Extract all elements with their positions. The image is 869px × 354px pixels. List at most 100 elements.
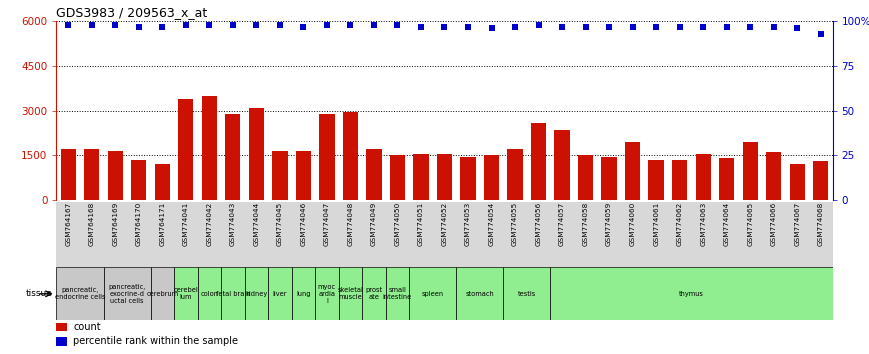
Point — [602, 24, 616, 29]
Text: small
intestine: small intestine — [383, 287, 412, 300]
Text: GSM764171: GSM764171 — [159, 202, 165, 246]
Bar — [367, 149, 381, 200]
Text: testis: testis — [518, 291, 536, 297]
Point — [390, 22, 404, 28]
Text: liver: liver — [273, 291, 287, 297]
Point — [626, 24, 640, 29]
Point — [343, 22, 357, 28]
Text: GSM774062: GSM774062 — [677, 202, 683, 246]
Bar — [202, 96, 217, 200]
Text: GSM774049: GSM774049 — [371, 202, 377, 246]
Bar — [61, 149, 76, 200]
Bar — [531, 122, 547, 200]
Point — [579, 24, 593, 29]
Bar — [108, 151, 123, 200]
Bar — [84, 149, 99, 200]
FancyBboxPatch shape — [456, 267, 503, 320]
Point — [367, 22, 381, 28]
Text: lung: lung — [296, 291, 310, 297]
Point — [696, 24, 710, 29]
FancyBboxPatch shape — [103, 267, 150, 320]
Bar — [719, 158, 734, 200]
Text: count: count — [73, 322, 101, 332]
Text: GSM774065: GSM774065 — [747, 202, 753, 246]
FancyBboxPatch shape — [197, 267, 221, 320]
Text: GSM774066: GSM774066 — [771, 202, 777, 246]
FancyBboxPatch shape — [550, 267, 833, 320]
FancyBboxPatch shape — [386, 267, 409, 320]
Bar — [742, 142, 758, 200]
Text: GDS3983 / 209563_x_at: GDS3983 / 209563_x_at — [56, 6, 208, 19]
Text: GSM774056: GSM774056 — [535, 202, 541, 246]
Text: GSM774042: GSM774042 — [206, 202, 212, 246]
Point — [555, 24, 569, 29]
Text: GSM774059: GSM774059 — [606, 202, 612, 246]
Point — [156, 24, 169, 29]
Bar — [507, 149, 522, 200]
FancyBboxPatch shape — [221, 267, 244, 320]
Bar — [601, 157, 617, 200]
Text: GSM774054: GSM774054 — [488, 202, 494, 246]
Text: GSM774044: GSM774044 — [254, 202, 259, 246]
Bar — [225, 114, 241, 200]
Text: GSM774041: GSM774041 — [182, 202, 189, 246]
Text: GSM774060: GSM774060 — [630, 202, 635, 246]
Text: stomach: stomach — [466, 291, 494, 297]
Point — [179, 22, 193, 28]
Bar — [461, 157, 475, 200]
Text: skeletal
muscle: skeletal muscle — [337, 287, 363, 300]
Text: GSM774053: GSM774053 — [465, 202, 471, 246]
Bar — [414, 154, 428, 200]
Bar — [390, 155, 405, 200]
FancyBboxPatch shape — [409, 267, 456, 320]
Text: GSM774057: GSM774057 — [559, 202, 565, 246]
Point — [437, 24, 452, 29]
Point — [649, 24, 663, 29]
Point — [109, 22, 123, 28]
Text: GSM764168: GSM764168 — [89, 202, 95, 246]
Text: GSM774043: GSM774043 — [230, 202, 235, 246]
FancyBboxPatch shape — [269, 267, 292, 320]
Bar — [178, 99, 194, 200]
Point — [508, 24, 522, 29]
Text: GSM774058: GSM774058 — [582, 202, 588, 246]
FancyBboxPatch shape — [503, 267, 550, 320]
Bar — [155, 164, 170, 200]
Point — [85, 22, 99, 28]
Point — [720, 24, 733, 29]
Bar — [342, 112, 358, 200]
Point — [273, 22, 287, 28]
Bar — [672, 160, 687, 200]
FancyBboxPatch shape — [150, 267, 174, 320]
Point — [790, 25, 804, 31]
Text: GSM774050: GSM774050 — [395, 202, 401, 246]
Text: GSM774052: GSM774052 — [441, 202, 448, 246]
Bar — [813, 161, 828, 200]
Point — [296, 24, 310, 29]
Point — [62, 22, 76, 28]
Point — [202, 22, 216, 28]
Point — [320, 22, 334, 28]
Bar — [295, 151, 311, 200]
Text: fetal brain: fetal brain — [216, 291, 250, 297]
Point — [485, 25, 499, 31]
Point — [461, 24, 475, 29]
Text: GSM774046: GSM774046 — [301, 202, 307, 246]
Text: GSM774064: GSM774064 — [724, 202, 730, 246]
Text: pancreatic,
endocrine cells: pancreatic, endocrine cells — [55, 287, 105, 300]
FancyBboxPatch shape — [56, 267, 103, 320]
Bar — [625, 142, 640, 200]
Text: cerebrum: cerebrum — [146, 291, 178, 297]
Text: GSM774048: GSM774048 — [348, 202, 354, 246]
Point — [743, 24, 757, 29]
Text: tissue: tissue — [25, 289, 52, 298]
Point — [673, 24, 687, 29]
FancyBboxPatch shape — [174, 267, 197, 320]
Bar — [484, 155, 499, 200]
Bar — [695, 154, 711, 200]
Point — [766, 24, 780, 29]
Text: thymus: thymus — [679, 291, 704, 297]
Point — [813, 31, 827, 36]
FancyBboxPatch shape — [292, 267, 315, 320]
Bar — [648, 160, 664, 200]
